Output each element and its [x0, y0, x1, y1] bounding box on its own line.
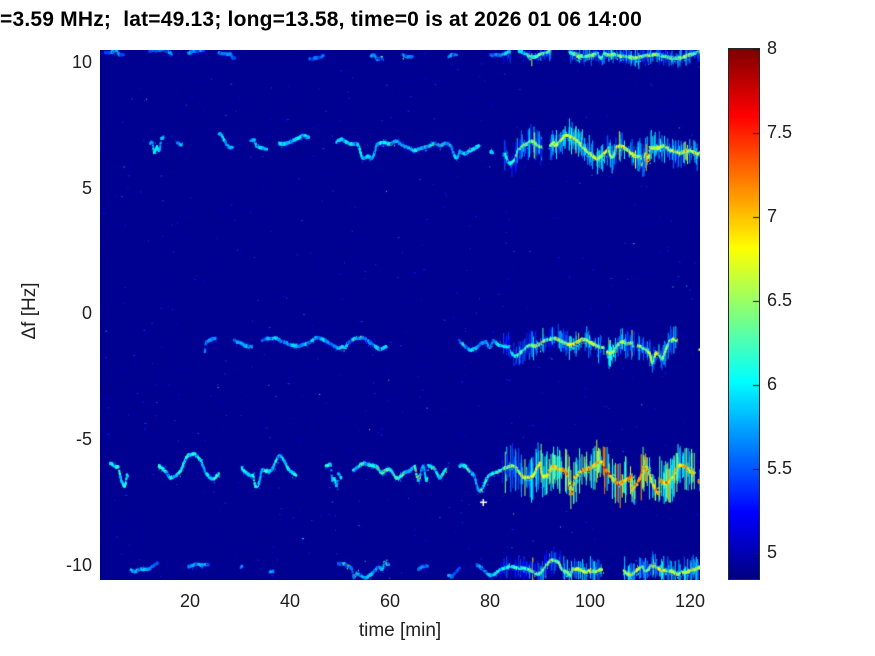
colorbar-tick-label: 8	[767, 38, 778, 58]
y-tick-label: 10	[71, 52, 92, 73]
spectrogram-plot	[100, 50, 700, 580]
colorbar-tick-label: 7.5	[767, 121, 793, 142]
y-tick-label: -10	[65, 554, 92, 575]
x-axis-label: time [min]	[358, 620, 442, 641]
x-tick-label: 60	[379, 591, 401, 611]
figure-title: =3.59 MHz; lat=49.13; long=13.58, time=0…	[0, 8, 642, 31]
colorbar-tick-label: 6	[767, 373, 778, 394]
y-tick-label: 0	[81, 303, 92, 324]
colorbar	[728, 48, 760, 580]
x-tick-label: 120	[674, 591, 706, 611]
colorbar-tick-label: 7	[767, 205, 778, 226]
x-tick-label: 40	[279, 591, 301, 611]
colorbar-tick-label: 5.5	[767, 457, 793, 478]
y-tick-label: -5	[75, 429, 92, 450]
y-tick-label: 5	[81, 177, 92, 198]
x-tick-label: 80	[479, 591, 501, 611]
x-tick-label: 20	[179, 591, 201, 611]
colorbar-tick-label: 5	[767, 541, 778, 562]
colorbar-tick-label: 6.5	[767, 289, 793, 310]
x-tick-label: 100	[574, 591, 606, 611]
